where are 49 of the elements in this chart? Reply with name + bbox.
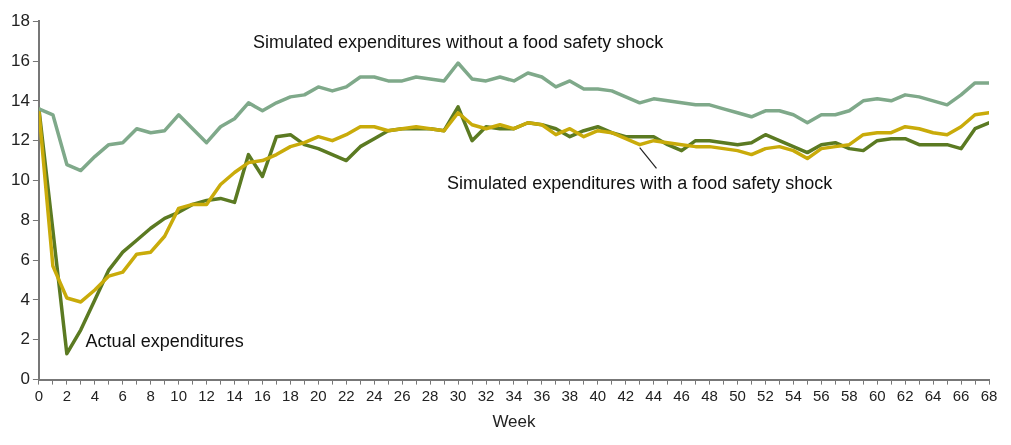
x-tick-label: 26	[393, 386, 411, 404]
x-tick-label: 4	[90, 386, 99, 404]
y-tick-label: 0	[20, 369, 30, 389]
x-tick-label: 36	[533, 386, 551, 404]
x-tick-label: 12	[198, 386, 215, 404]
x-tick-label: 62	[896, 386, 914, 404]
series-label: Simulated expenditures without a food safety shock	[252, 32, 665, 53]
y-tick-label: 2	[20, 329, 30, 349]
x-tick-label: 30	[449, 386, 467, 404]
x-tick-label: 16	[254, 386, 271, 404]
y-tick-label: 4	[20, 289, 30, 309]
x-tick-label: 22	[337, 386, 355, 404]
x-tick-label: 18	[282, 386, 299, 404]
y-tick-label: 16	[10, 50, 30, 70]
x-tick-label: 64	[924, 386, 942, 404]
x-tick-label: 56	[812, 386, 830, 404]
x-tick-label: 28	[421, 386, 439, 404]
x-tick-label: 50	[729, 386, 746, 404]
x-tick-label: 44	[645, 386, 663, 404]
x-tick-label: 58	[840, 386, 858, 404]
x-axis-title: Week	[492, 412, 537, 432]
x-tick-label: 8	[146, 386, 155, 404]
x-tick-label: 2	[62, 386, 72, 404]
x-tick-label: 38	[561, 386, 579, 404]
y-tick-label: 6	[20, 249, 30, 269]
x-tick-label: 52	[757, 386, 774, 404]
series-label: Simulated expenditures with a food safety shock	[447, 173, 834, 194]
x-tick-label: 68	[980, 386, 998, 404]
x-tick-label: 46	[673, 386, 690, 404]
x-tick-label: 40	[589, 386, 607, 404]
x-tick-label: 0	[34, 386, 44, 404]
x-tick-label: 66	[952, 386, 970, 404]
x-tick-label: 24	[365, 386, 383, 404]
x-tick-label: 54	[785, 386, 802, 404]
x-tick-label: 14	[226, 386, 243, 404]
y-tick-label: 12	[10, 130, 30, 150]
x-tick-label: 42	[617, 386, 635, 404]
x-tick-label: 10	[170, 386, 187, 404]
y-tick-label: 18	[10, 10, 30, 30]
x-tick-label: 48	[701, 386, 718, 404]
y-tick-label: 8	[20, 210, 30, 229]
y-tick-label: 10	[10, 170, 30, 190]
x-tick-label: 32	[477, 386, 495, 404]
y-tick-label: 14	[10, 90, 30, 110]
x-tick-label: 20	[310, 386, 327, 404]
series-label: Actual expenditures	[85, 330, 244, 351]
x-tick-label: 60	[868, 386, 886, 404]
x-tick-label: 34	[505, 386, 523, 404]
x-tick-label: 6	[118, 386, 127, 404]
